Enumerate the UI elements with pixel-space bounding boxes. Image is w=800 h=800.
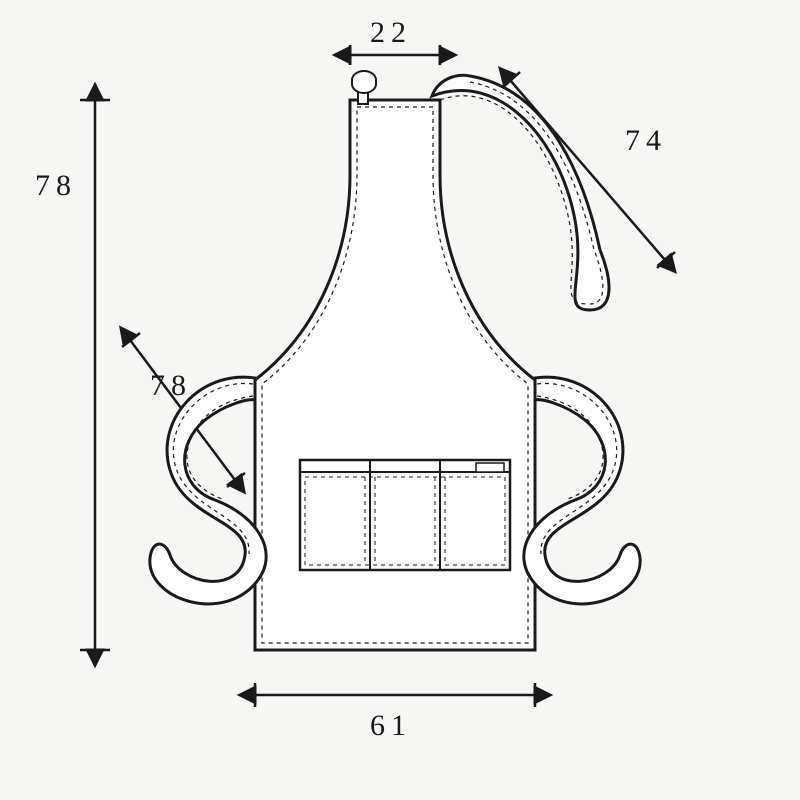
dim-neck-width-label: 22 [370,16,412,49]
dim-waist-strap-label: 78 [150,369,192,402]
dim-height-label: 78 [35,169,77,202]
waist-strap-left [150,377,266,604]
apron-dimension-diagram: 78 22 61 74 78 [0,0,800,800]
dim-neck-width: 22 [350,16,440,65]
dim-bottom-width-label: 61 [370,709,412,742]
dim-bottom-width: 61 [255,683,535,742]
dim-neck-strap-label: 74 [625,124,667,157]
dim-height: 78 [35,100,110,650]
waist-strap-right [524,377,640,604]
pocket [300,460,510,570]
pocket-label-tag [476,463,504,472]
